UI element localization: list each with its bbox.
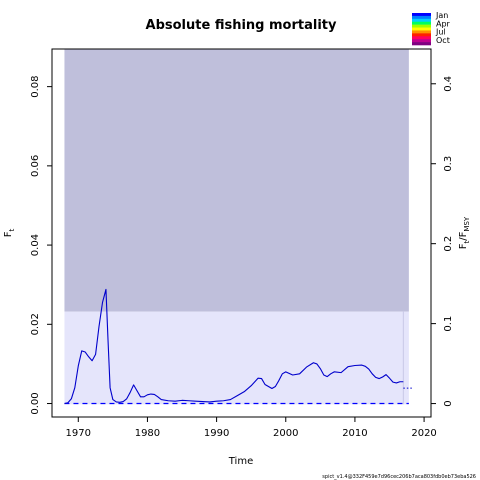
y-axis-right-label-fmsy: /F bbox=[458, 231, 469, 240]
legend-label-oct: Oct bbox=[436, 36, 450, 45]
y-axis-right-label-msy: MSY bbox=[463, 216, 471, 231]
y-axis-left: 0.00 0.02 0.04 0.06 0.08 bbox=[30, 75, 52, 415]
y-axis-right-label-f: F bbox=[458, 243, 469, 249]
x-tick-label-1980: 1980 bbox=[135, 428, 160, 439]
x-tick-label-2000: 2000 bbox=[273, 428, 298, 439]
legend-swatch-2 bbox=[412, 18, 431, 23]
reference-lines bbox=[64, 310, 409, 405]
confidence-bands bbox=[64, 49, 409, 405]
legend-swatch-10 bbox=[412, 42, 431, 46]
x-axis-label: Time bbox=[228, 456, 253, 467]
x-tick-label-1990: 1990 bbox=[204, 428, 229, 439]
legend-label-apr: Apr bbox=[436, 19, 451, 28]
y-left-tick-label-2: 0.04 bbox=[30, 234, 41, 256]
x-tick-label-2020: 2020 bbox=[411, 428, 436, 439]
legend-swatch-6 bbox=[412, 30, 431, 34]
y-left-tick-label-4: 0.08 bbox=[30, 75, 41, 97]
legend-label-jan: Jan bbox=[435, 11, 448, 20]
legend-label-jul: Jul bbox=[435, 28, 446, 37]
legend-swatch-8 bbox=[412, 36, 431, 40]
y-left-tick-label-0: 0.00 bbox=[30, 392, 41, 414]
y-right-tick-label-0: 0 bbox=[443, 400, 454, 406]
legend-swatch-9 bbox=[412, 39, 431, 43]
dark-band bbox=[64, 49, 409, 312]
x-tick-label-1970: 1970 bbox=[66, 428, 91, 439]
legend-swatch-5 bbox=[412, 27, 431, 31]
y-axis-left-label-sub: t bbox=[8, 228, 16, 231]
plot-frame bbox=[51, 48, 432, 418]
y-right-tick-label-2: 0.2 bbox=[443, 236, 454, 252]
y-right-tick-label-1: 0.1 bbox=[443, 316, 454, 332]
x-tick-label-2010: 2010 bbox=[342, 428, 367, 439]
y-left-tick-label-3: 0.06 bbox=[30, 155, 41, 177]
legend-swatch-7 bbox=[412, 33, 431, 37]
footer-version: spict_v1.4@332F459e7d96cec206b7aca803fdb… bbox=[322, 474, 476, 480]
y-left-tick-label-1: 0.02 bbox=[30, 313, 41, 335]
legend-swatch-4 bbox=[412, 24, 431, 28]
y-axis-right: 0 0.1 0.2 0.3 0.4 bbox=[431, 76, 454, 407]
legend-swatch-0 bbox=[412, 13, 431, 17]
chart-title: Absolute fishing mortality bbox=[146, 18, 337, 33]
light-band bbox=[64, 311, 409, 405]
series-line-0 bbox=[64, 288, 404, 405]
y-axis-left-label-main: F bbox=[3, 231, 14, 237]
y-axis-right-label-t: t bbox=[463, 240, 471, 243]
y-axis-left-label: Ft bbox=[3, 228, 16, 237]
series-layer bbox=[64, 288, 414, 405]
y-right-tick-label-3: 0.3 bbox=[443, 156, 454, 172]
y-right-tick-label-4: 0.4 bbox=[443, 76, 454, 92]
y-axis-right-label: Ft/FMSY bbox=[458, 216, 471, 249]
legend-swatch-1 bbox=[412, 15, 431, 20]
x-axis: 1970 1980 1990 2000 2010 2020 bbox=[66, 417, 437, 439]
legend-swatch-3 bbox=[412, 21, 431, 25]
